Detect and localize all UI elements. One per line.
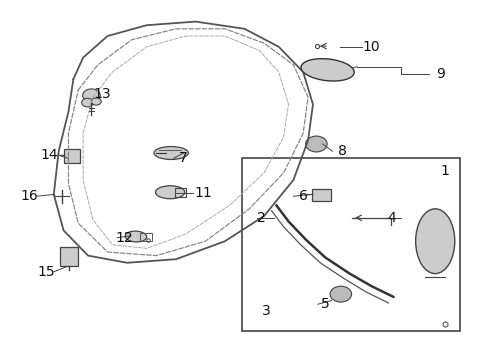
- Text: 13: 13: [94, 87, 111, 100]
- Text: 6: 6: [298, 189, 307, 203]
- Text: 4: 4: [386, 211, 395, 225]
- Bar: [140, 233, 152, 241]
- Text: 15: 15: [38, 265, 55, 279]
- Bar: [63, 149, 80, 163]
- Ellipse shape: [125, 231, 146, 242]
- Circle shape: [91, 98, 101, 105]
- Ellipse shape: [415, 209, 454, 274]
- Circle shape: [82, 89, 100, 102]
- Bar: [311, 189, 330, 201]
- Ellipse shape: [155, 186, 184, 199]
- Text: 12: 12: [116, 231, 133, 244]
- Circle shape: [329, 286, 351, 302]
- Text: 16: 16: [20, 189, 38, 203]
- Bar: [242, 158, 459, 331]
- Bar: [175, 188, 185, 197]
- Text: 11: 11: [194, 186, 211, 199]
- Bar: [60, 247, 78, 266]
- Text: 8: 8: [337, 144, 346, 158]
- Text: 7: 7: [179, 152, 187, 165]
- Text: 2: 2: [257, 211, 265, 225]
- Circle shape: [81, 98, 93, 107]
- Text: 10: 10: [362, 40, 380, 54]
- Text: 5: 5: [320, 297, 329, 311]
- Text: 9: 9: [435, 67, 444, 81]
- Ellipse shape: [301, 59, 353, 81]
- Text: 1: 1: [440, 164, 448, 178]
- Text: 14: 14: [40, 148, 58, 162]
- Circle shape: [305, 136, 326, 152]
- Text: 3: 3: [262, 305, 270, 318]
- Ellipse shape: [154, 147, 188, 159]
